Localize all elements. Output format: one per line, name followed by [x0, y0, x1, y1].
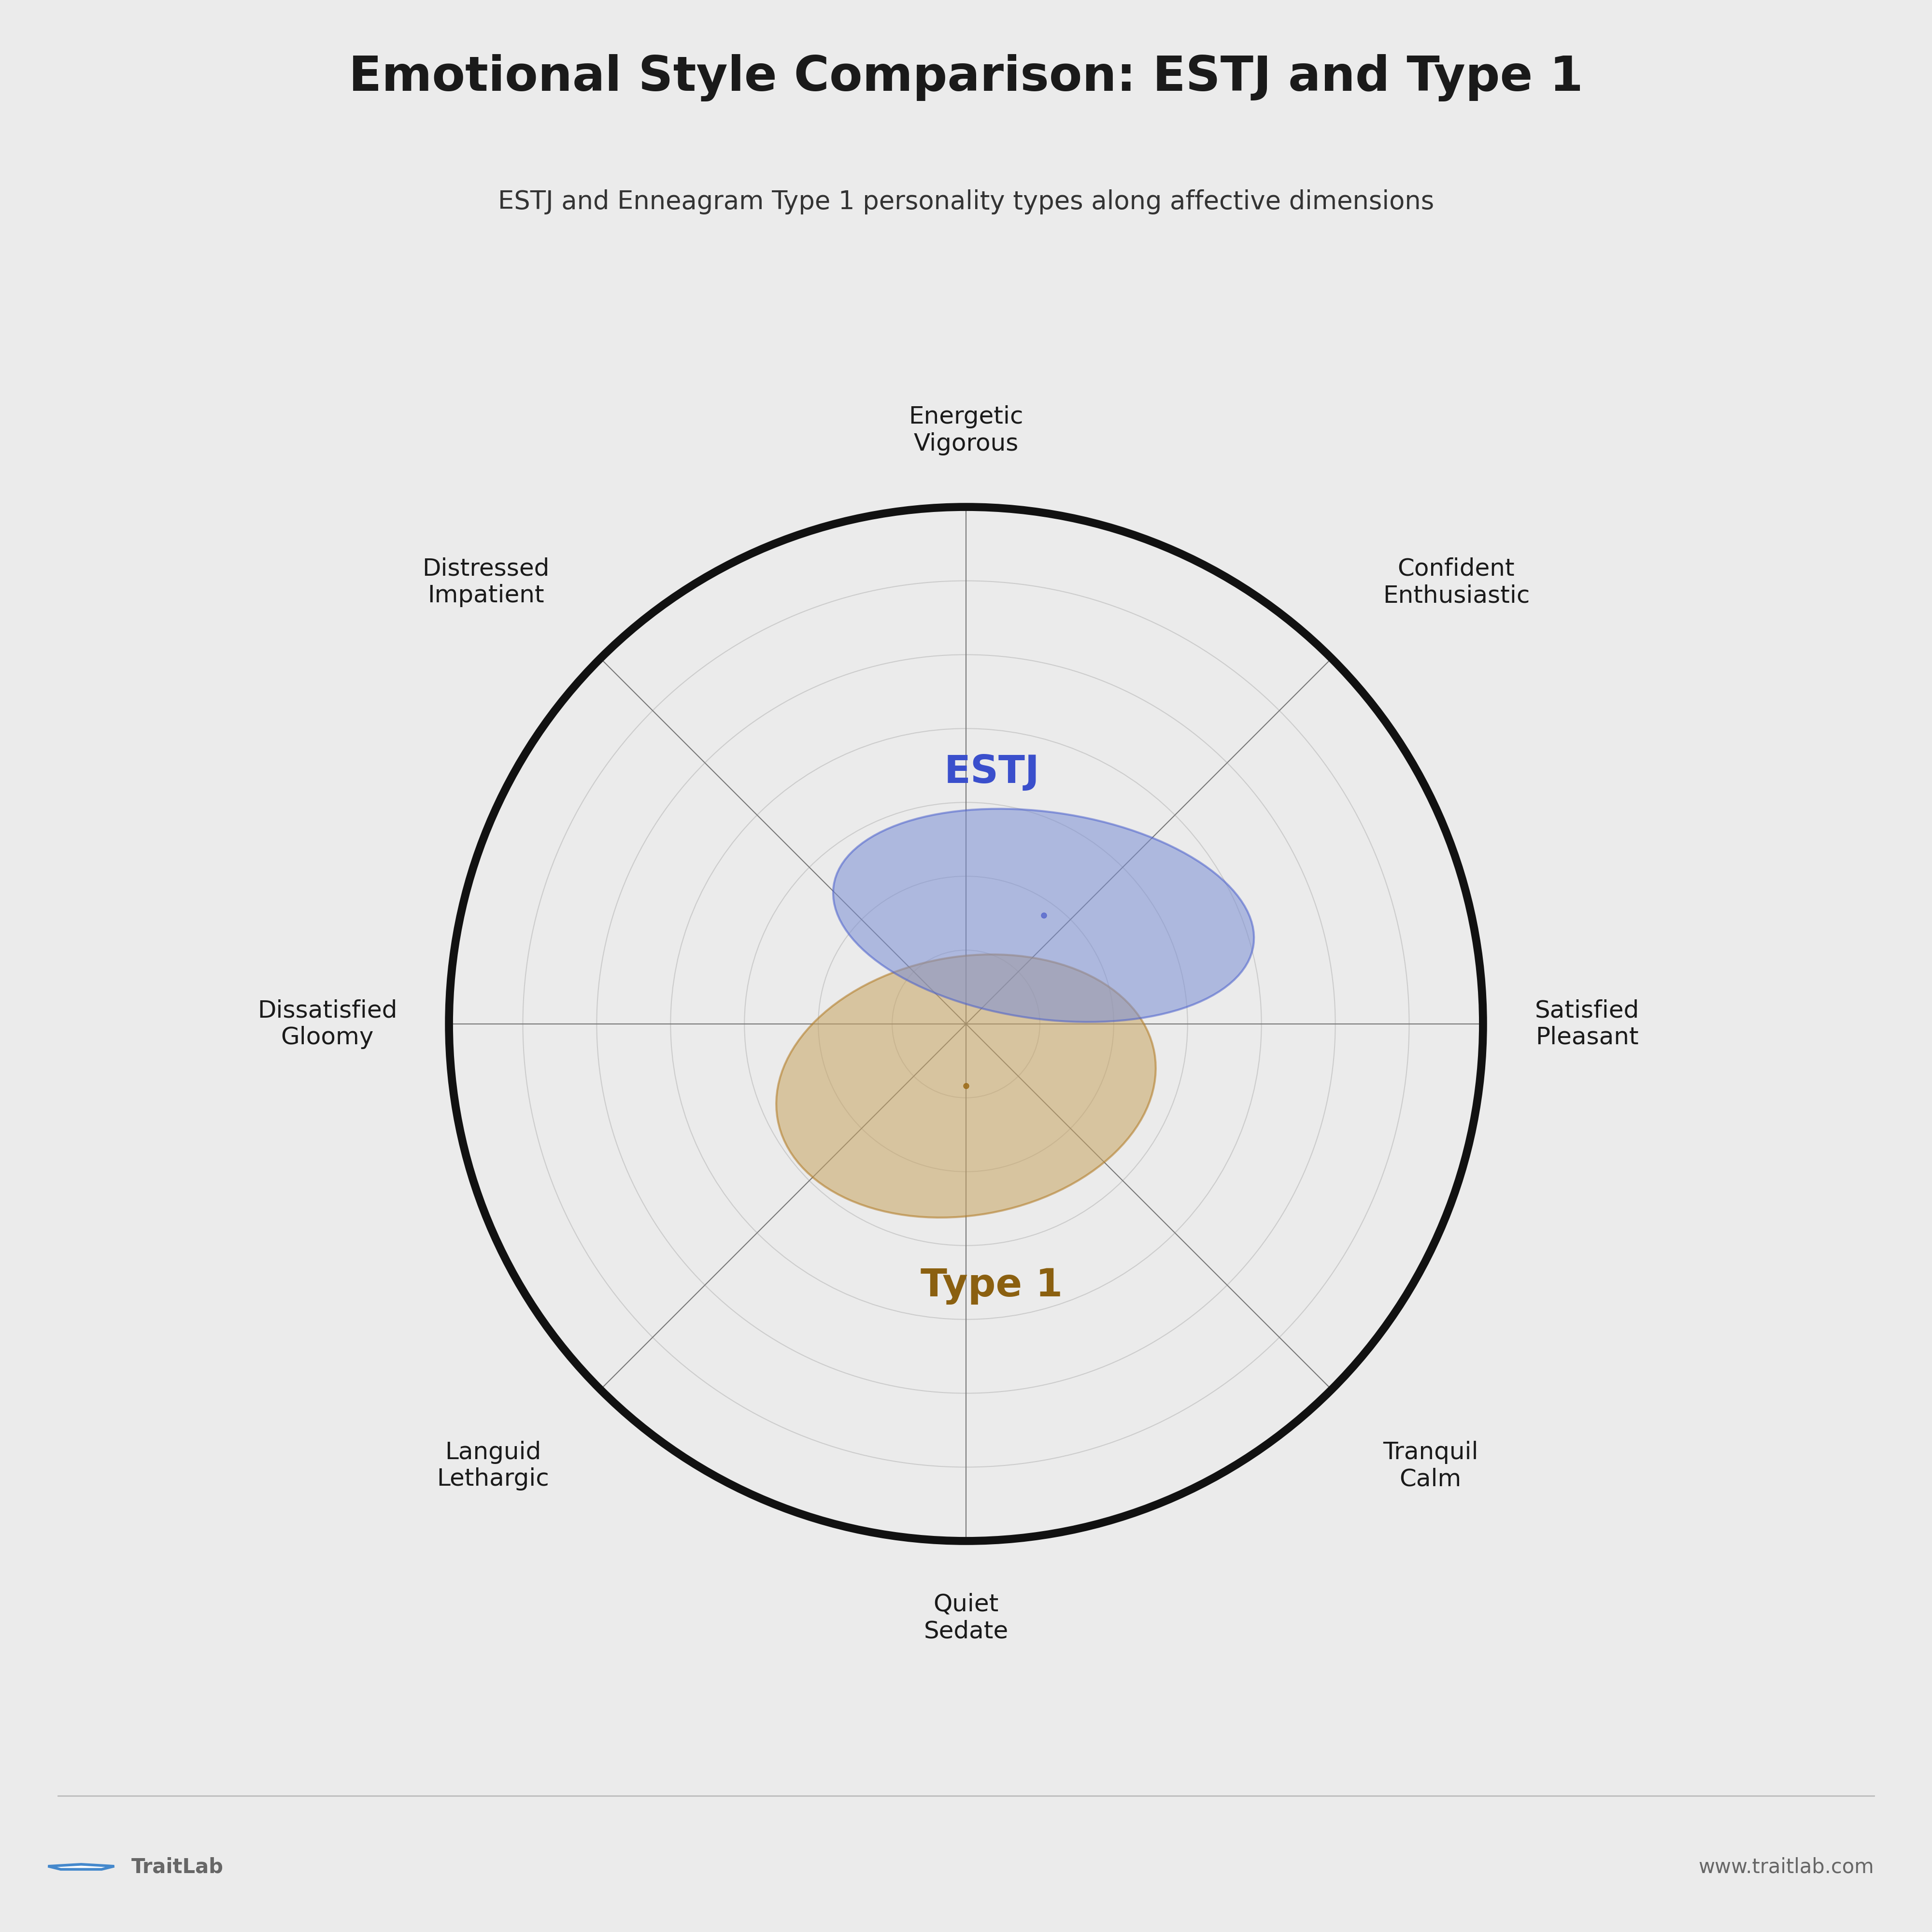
Text: www.traitlab.com: www.traitlab.com	[1698, 1857, 1874, 1878]
Text: Languid
Lethargic: Languid Lethargic	[437, 1441, 549, 1492]
Text: Confident
Enthusiastic: Confident Enthusiastic	[1383, 556, 1530, 607]
Text: Emotional Style Comparison: ESTJ and Type 1: Emotional Style Comparison: ESTJ and Typ…	[350, 54, 1582, 100]
Text: Energetic
Vigorous: Energetic Vigorous	[908, 406, 1024, 456]
Text: Dissatisfied
Gloomy: Dissatisfied Gloomy	[257, 999, 398, 1049]
Text: Satisfied
Pleasant: Satisfied Pleasant	[1534, 999, 1638, 1049]
Text: TraitLab: TraitLab	[131, 1857, 224, 1878]
Text: ESTJ and Enneagram Type 1 personality types along affective dimensions: ESTJ and Enneagram Type 1 personality ty…	[498, 189, 1434, 214]
Text: Quiet
Sedate: Quiet Sedate	[923, 1592, 1009, 1642]
Text: ESTJ: ESTJ	[945, 753, 1039, 792]
Text: Type 1: Type 1	[922, 1267, 1063, 1304]
Ellipse shape	[777, 954, 1155, 1217]
Ellipse shape	[833, 810, 1254, 1022]
Text: Tranquil
Calm: Tranquil Calm	[1383, 1441, 1478, 1492]
Text: Distressed
Impatient: Distressed Impatient	[421, 556, 549, 607]
Polygon shape	[48, 1864, 114, 1870]
